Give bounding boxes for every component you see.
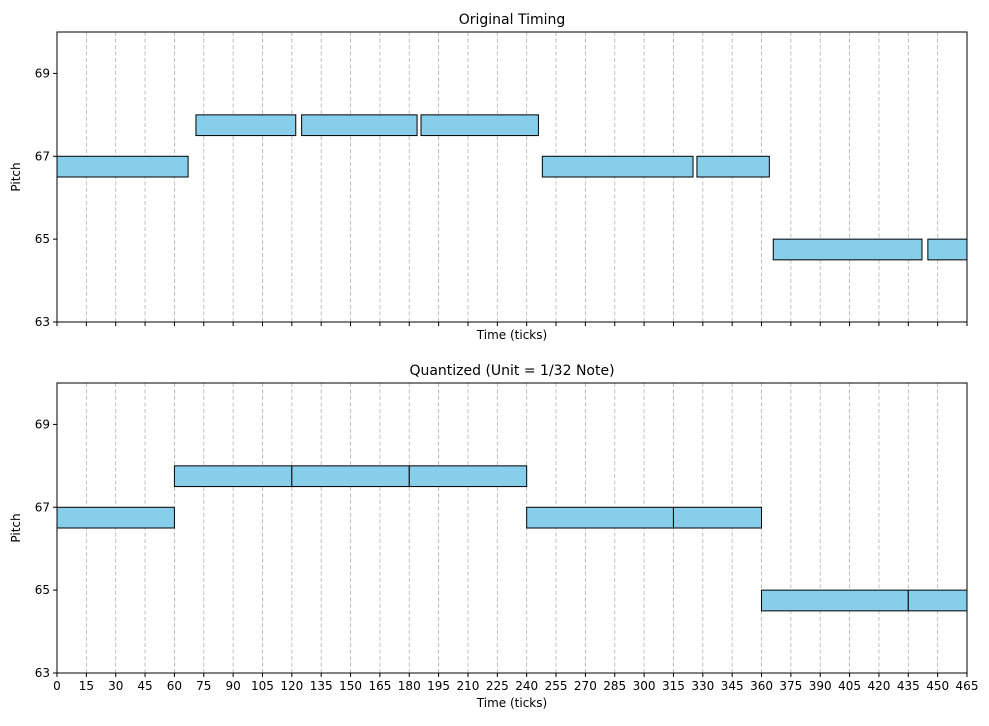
note-bar bbox=[291, 465, 410, 488]
x-tick-label: 465 bbox=[956, 679, 979, 693]
x-axis-label: Time (ticks) bbox=[476, 328, 547, 342]
note-bar bbox=[173, 465, 293, 488]
note-bar bbox=[301, 114, 418, 137]
x-tick-label: 270 bbox=[574, 679, 597, 693]
y-tick-label: 69 bbox=[35, 417, 50, 431]
y-tick-label: 65 bbox=[35, 232, 50, 246]
y-tick-label: 63 bbox=[35, 315, 50, 329]
note-bar bbox=[195, 114, 297, 137]
note-bar bbox=[526, 506, 674, 529]
y-axis-label: Pitch bbox=[9, 513, 23, 542]
note-bar bbox=[541, 155, 694, 178]
note-bar bbox=[927, 238, 968, 261]
x-tick-label: 120 bbox=[280, 679, 303, 693]
x-tick-label: 0 bbox=[53, 679, 61, 693]
x-tick-label: 60 bbox=[167, 679, 182, 693]
x-tick-label: 345 bbox=[721, 679, 744, 693]
note-bar bbox=[56, 506, 175, 529]
note-bar bbox=[408, 465, 528, 488]
note-bar bbox=[772, 238, 923, 261]
x-tick-label: 285 bbox=[603, 679, 626, 693]
x-axis-label: Time (ticks) bbox=[476, 696, 547, 710]
x-tick-label: 420 bbox=[867, 679, 890, 693]
note-bar bbox=[672, 506, 763, 529]
x-tick-label: 375 bbox=[779, 679, 802, 693]
y-tick-label: 67 bbox=[35, 149, 50, 163]
x-tick-label: 135 bbox=[310, 679, 333, 693]
x-tick-label: 435 bbox=[897, 679, 920, 693]
x-tick-label: 75 bbox=[196, 679, 211, 693]
plot-frame bbox=[56, 31, 968, 323]
x-tick-label: 105 bbox=[251, 679, 274, 693]
original-timing-chart: 63 65 67 69 Original Timing Time (ticks) Pitch bbox=[9, 12, 968, 342]
x-tick-label: 360 bbox=[750, 679, 773, 693]
x-tick-label: 15 bbox=[79, 679, 94, 693]
x-tick-label: 150 bbox=[339, 679, 362, 693]
x-tick-label: 45 bbox=[137, 679, 152, 693]
x-tick-label: 330 bbox=[691, 679, 714, 693]
y-tick-label: 65 bbox=[35, 583, 50, 597]
chart-title: Quantized (Unit = 1/32 Note) bbox=[409, 363, 614, 379]
x-tick-label: 165 bbox=[368, 679, 391, 693]
x-tick-label: 315 bbox=[662, 679, 685, 693]
quantized-chart: 0 15 30 45 60 75 90 105 120 135 150 165 180 195 210 225… bbox=[9, 363, 978, 710]
x-tick-label: 90 bbox=[225, 679, 240, 693]
x-tick-label: 255 bbox=[545, 679, 568, 693]
x-tick-label: 180 bbox=[398, 679, 421, 693]
y-tick-label: 63 bbox=[35, 666, 50, 680]
y-tick-label: 69 bbox=[35, 66, 50, 80]
y-axis-label: Pitch bbox=[9, 162, 23, 191]
note-bar bbox=[420, 114, 539, 137]
note-bar bbox=[56, 155, 189, 178]
note-bar bbox=[761, 589, 909, 612]
plot-frame bbox=[56, 382, 968, 674]
y-tick-label: 67 bbox=[35, 500, 50, 514]
x-tick-label: 30 bbox=[108, 679, 123, 693]
x-tick-label: 210 bbox=[457, 679, 480, 693]
x-tick-label: 450 bbox=[926, 679, 949, 693]
x-tick-label: 240 bbox=[515, 679, 538, 693]
x-tick-label: 390 bbox=[809, 679, 832, 693]
note-bar bbox=[696, 155, 770, 178]
x-tick-label: 225 bbox=[486, 679, 509, 693]
x-tick-label: 195 bbox=[427, 679, 450, 693]
x-tick-label: 300 bbox=[633, 679, 656, 693]
note-bar bbox=[907, 589, 968, 612]
x-tick-label: 405 bbox=[838, 679, 861, 693]
chart-title: Original Timing bbox=[459, 12, 566, 28]
